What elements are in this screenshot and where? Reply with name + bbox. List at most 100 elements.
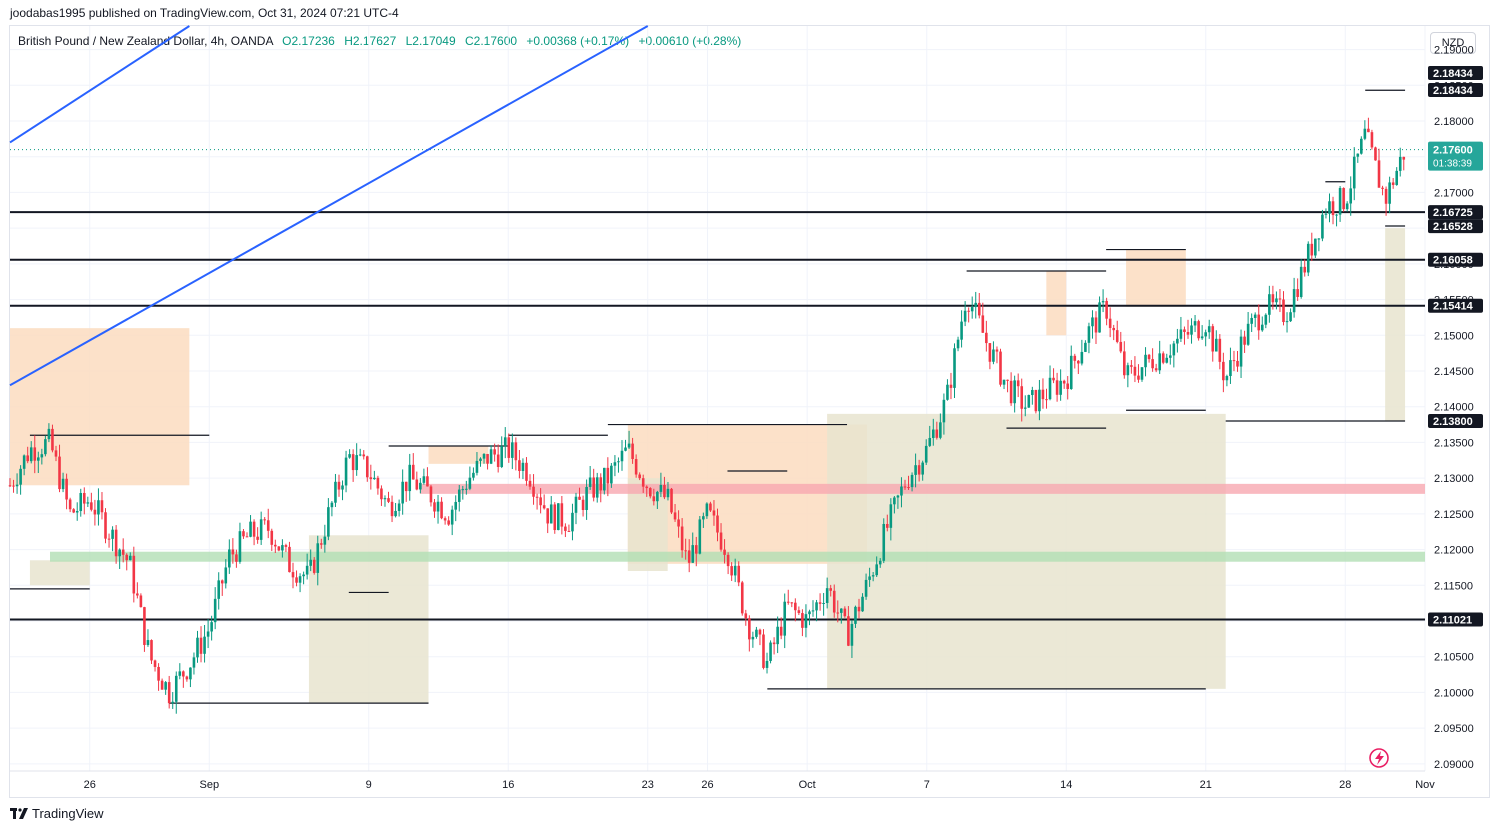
y-tick-label: 2.11500 — [1434, 580, 1473, 592]
candle-up — [511, 442, 514, 458]
candle-down — [136, 593, 139, 596]
chart-frame[interactable] — [9, 25, 1490, 798]
candle-down — [426, 476, 429, 487]
candle-down — [486, 453, 489, 464]
price-tag: 2.18434 — [1433, 85, 1474, 97]
candle-down — [380, 488, 383, 500]
candle-down — [786, 601, 790, 603]
candle-up — [910, 474, 914, 488]
candle-down — [935, 429, 939, 438]
candle-down — [542, 505, 546, 509]
candle-down — [843, 608, 847, 617]
candle-up — [974, 302, 978, 308]
candle-down — [252, 521, 256, 537]
candle-up — [1048, 377, 1052, 400]
candle-down — [93, 509, 97, 515]
candle-up — [603, 467, 606, 491]
candle-up — [733, 565, 737, 576]
candle-down — [365, 456, 369, 478]
candle-down — [1278, 298, 1282, 300]
candle-up — [808, 611, 811, 615]
level-tag-bg — [1428, 612, 1483, 627]
candle-up — [1398, 156, 1402, 171]
candle-up — [454, 501, 458, 510]
candle-down — [125, 554, 129, 561]
candle-up — [755, 629, 758, 637]
candle-up — [1360, 138, 1363, 154]
y-tick-label: 2.10000 — [1434, 687, 1474, 699]
candle-up — [1140, 367, 1144, 380]
candle-up — [893, 497, 896, 505]
candle-down — [772, 642, 776, 645]
candles — [8, 117, 1406, 714]
price-tag-bg — [1428, 414, 1483, 428]
candle-up — [627, 443, 631, 448]
candle-up — [37, 457, 40, 461]
candle-up — [1193, 321, 1197, 326]
candle-up — [595, 477, 599, 498]
candle-up — [1338, 188, 1342, 215]
candle-down — [995, 349, 999, 352]
candle-down — [270, 530, 274, 545]
candle-down — [90, 502, 93, 510]
candle-down — [1062, 380, 1066, 384]
candle-up — [408, 464, 412, 492]
candle-down — [291, 572, 295, 578]
candle-up — [751, 636, 755, 640]
candle-up — [1087, 326, 1091, 343]
candle-down — [790, 602, 794, 604]
candle-up — [118, 549, 121, 557]
candle-up — [1335, 214, 1338, 216]
candle-down — [1094, 317, 1098, 333]
level-tag: 2.16725 — [1433, 207, 1473, 219]
candle-up — [224, 567, 228, 584]
candle-down — [762, 634, 765, 668]
candle-up — [861, 596, 864, 612]
supply-zone — [10, 328, 190, 486]
level-tag-bg — [1428, 298, 1483, 313]
y-tick-label: 2.13500 — [1434, 437, 1474, 449]
candle-up — [624, 447, 627, 451]
candle-down — [274, 544, 277, 547]
candle-down — [949, 384, 953, 388]
candle-up — [355, 455, 358, 471]
candle-down — [220, 580, 224, 584]
demand-zone — [29, 560, 90, 586]
candle-down — [641, 478, 645, 487]
legend-change: +0.00368 (+0.17%) — [526, 34, 630, 48]
candle-down — [143, 607, 146, 645]
supply-zone — [1046, 271, 1067, 336]
candle-up — [882, 523, 886, 561]
candle-up — [1038, 389, 1041, 412]
candle-down — [539, 497, 542, 506]
x-tick-label: 28 — [1339, 779, 1351, 791]
candle-up — [1328, 201, 1331, 214]
candle-down — [104, 512, 107, 539]
candle-down — [1331, 201, 1335, 216]
candle-down — [740, 582, 744, 614]
candle-up — [864, 579, 868, 597]
candle-down — [1123, 351, 1126, 376]
flash-icon[interactable] — [1369, 748, 1389, 768]
candle-up — [804, 614, 808, 628]
candle-up — [1126, 365, 1130, 376]
candle-down — [1041, 389, 1045, 400]
candle-down — [1232, 360, 1236, 362]
candle-down — [415, 479, 419, 490]
candle-up — [620, 450, 624, 462]
x-tick-label: 14 — [1060, 779, 1072, 791]
candle-up — [1260, 324, 1264, 331]
y-tick-label: 2.19000 — [1434, 45, 1474, 57]
candle-down — [199, 637, 203, 654]
currency-selector[interactable]: NZD — [1430, 32, 1476, 54]
candle-down — [1108, 318, 1112, 328]
candle-up — [1098, 302, 1101, 333]
candle-up — [840, 608, 843, 613]
candle-down — [411, 464, 415, 480]
candle-down — [684, 550, 687, 552]
candle-down — [917, 465, 921, 475]
candle-up — [1144, 354, 1147, 368]
candle-down — [564, 526, 567, 531]
candle-down — [1377, 160, 1381, 188]
